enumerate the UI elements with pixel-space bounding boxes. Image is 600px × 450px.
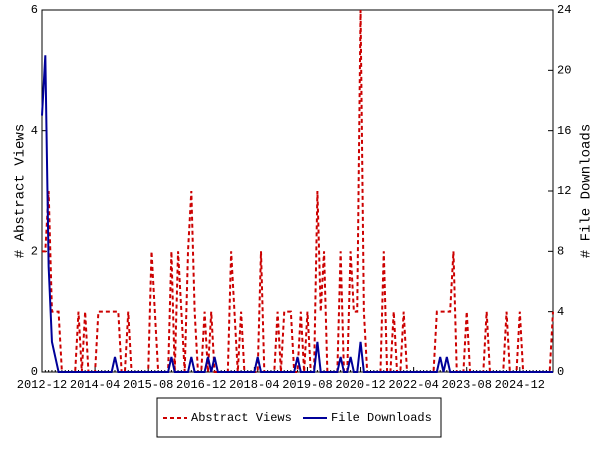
x-tick-label: 2015-08 — [123, 378, 173, 392]
x-tick-label: 2022-04 — [388, 378, 438, 392]
x-tick-label: 2024-12 — [495, 378, 545, 392]
y-tick-label: 6 — [31, 3, 38, 17]
legend-label: File Downloads — [331, 411, 432, 425]
x-tick-label: 2012-12 — [17, 378, 67, 392]
y2-tick-label: 24 — [557, 3, 571, 17]
legend-box — [156, 397, 442, 438]
legend-label: Abstract Views — [191, 411, 292, 425]
series-line — [42, 9, 554, 373]
x-tick-label: 2019-08 — [282, 378, 332, 392]
y2-tick-label: 16 — [557, 124, 571, 138]
y2-tick-label: 12 — [557, 184, 571, 198]
y-tick-label: 4 — [31, 124, 38, 138]
y-tick-label: 2 — [31, 245, 38, 259]
plot-frame — [41, 9, 554, 373]
y-axis-label: # Abstract Views — [13, 124, 29, 258]
y2-axis-label: # File Downloads — [579, 124, 595, 258]
x-tick-label: 2020-12 — [335, 378, 385, 392]
y2-tick-label: 20 — [557, 64, 571, 78]
y2-tick-label: 4 — [557, 305, 564, 319]
x-tick-label: 2018-04 — [229, 378, 279, 392]
y-tick-label: 0 — [31, 365, 38, 379]
y2-tick-label: 8 — [557, 245, 564, 259]
x-tick-label: 2023-08 — [442, 378, 492, 392]
x-tick-label: 2016-12 — [176, 378, 226, 392]
y2-tick-label: 0 — [557, 365, 564, 379]
series-line — [41, 55, 553, 373]
x-tick-label: 2014-04 — [70, 378, 120, 392]
